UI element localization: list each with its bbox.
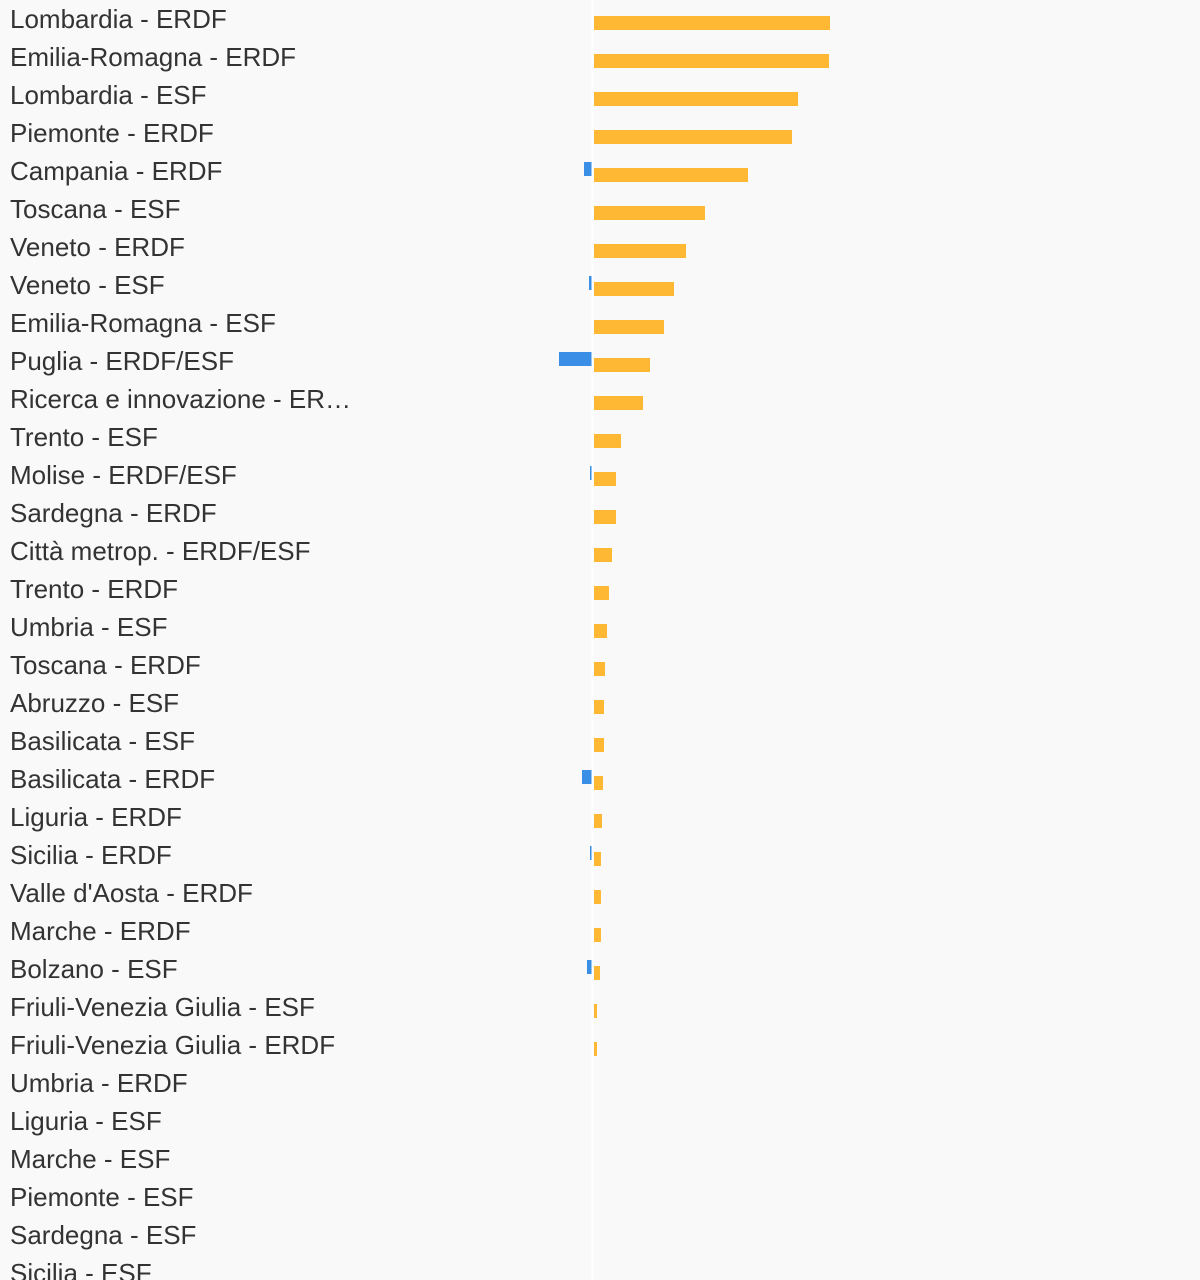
category-label: Città metrop. - ERDF/ESF: [10, 536, 311, 566]
bar-series-2: [594, 852, 601, 866]
bar-series-2: [594, 130, 792, 144]
category-label: Veneto - ESF: [10, 270, 165, 300]
category-label: Emilia-Romagna - ERDF: [10, 42, 296, 72]
bar-series-2: [594, 92, 798, 106]
category-label: Piemonte - ESF: [10, 1182, 194, 1212]
bar-series-1: [559, 352, 592, 366]
category-label: Friuli-Venezia Giulia - ESF: [10, 992, 315, 1022]
bar-series-2: [594, 320, 664, 334]
category-label: Sicilia - ERDF: [10, 840, 172, 870]
bar-series-2: [594, 776, 603, 790]
bar-series-2: [594, 586, 609, 600]
category-label: Basilicata - ESF: [10, 726, 195, 756]
bar-series-2: [594, 548, 612, 562]
category-label: Veneto - ERDF: [10, 232, 185, 262]
category-label: Bolzano - ESF: [10, 954, 178, 984]
category-label: Toscana - ESF: [10, 194, 181, 224]
bar-series-2: [594, 890, 601, 904]
category-label: Abruzzo - ESF: [10, 688, 179, 718]
bar-series-2: [594, 700, 604, 714]
bar-series-2: [594, 814, 602, 828]
category-label: Sardegna - ERDF: [10, 498, 217, 528]
bar-series-2: [594, 928, 601, 942]
category-label: Marche - ERDF: [10, 916, 191, 946]
bar-series-1: [589, 276, 592, 290]
category-label: Valle d'Aosta - ERDF: [10, 878, 253, 908]
category-label: Emilia-Romagna - ESF: [10, 308, 276, 338]
bar-series-1: [590, 846, 592, 860]
bar-series-2: [594, 1042, 597, 1056]
bar-series-2: [594, 434, 621, 448]
bar-series-2: [594, 396, 643, 410]
category-label: Lombardia - ESF: [10, 80, 207, 110]
category-label: Campania - ERDF: [10, 156, 222, 186]
bar-series-1: [584, 162, 592, 176]
bar-series-2: [594, 1004, 597, 1018]
category-label: Toscana - ERDF: [10, 650, 201, 680]
bar-series-2: [594, 206, 705, 220]
category-label: Umbria - ERDF: [10, 1068, 188, 1098]
category-label: Trento - ESF: [10, 422, 158, 452]
bar-series-2: [594, 282, 674, 296]
bar-series-2: [594, 358, 650, 372]
category-label: Liguria - ESF: [10, 1106, 162, 1136]
bar-series-2: [594, 472, 616, 486]
category-label: Sardegna - ESF: [10, 1220, 196, 1250]
bar-series-1: [590, 466, 592, 480]
category-label: Trento - ERDF: [10, 574, 178, 604]
bar-series-2: [594, 510, 616, 524]
bar-series-2: [594, 244, 686, 258]
bar-series-1: [582, 770, 592, 784]
category-label: Marche - ESF: [10, 1144, 170, 1174]
category-label: Ricerca e innovazione - ER…: [10, 384, 351, 414]
bar-series-2: [594, 168, 748, 182]
category-label: Molise - ERDF/ESF: [10, 460, 237, 490]
category-label: Sicilia - ESF: [10, 1258, 152, 1280]
bar-series-2: [594, 662, 605, 676]
bar-series-2: [594, 624, 607, 638]
category-label: Umbria - ESF: [10, 612, 167, 642]
category-label: Basilicata - ERDF: [10, 764, 215, 794]
category-label: Liguria - ERDF: [10, 802, 182, 832]
bar-series-2: [594, 738, 604, 752]
category-label: Piemonte - ERDF: [10, 118, 214, 148]
category-label: Lombardia - ERDF: [10, 4, 227, 34]
category-label: Puglia - ERDF/ESF: [10, 346, 234, 376]
bar-series-2: [594, 966, 600, 980]
bar-series-2: [594, 16, 830, 30]
bar-series-1: [587, 960, 592, 974]
bar-series-2: [594, 54, 829, 68]
category-label: Friuli-Venezia Giulia - ERDF: [10, 1030, 335, 1060]
